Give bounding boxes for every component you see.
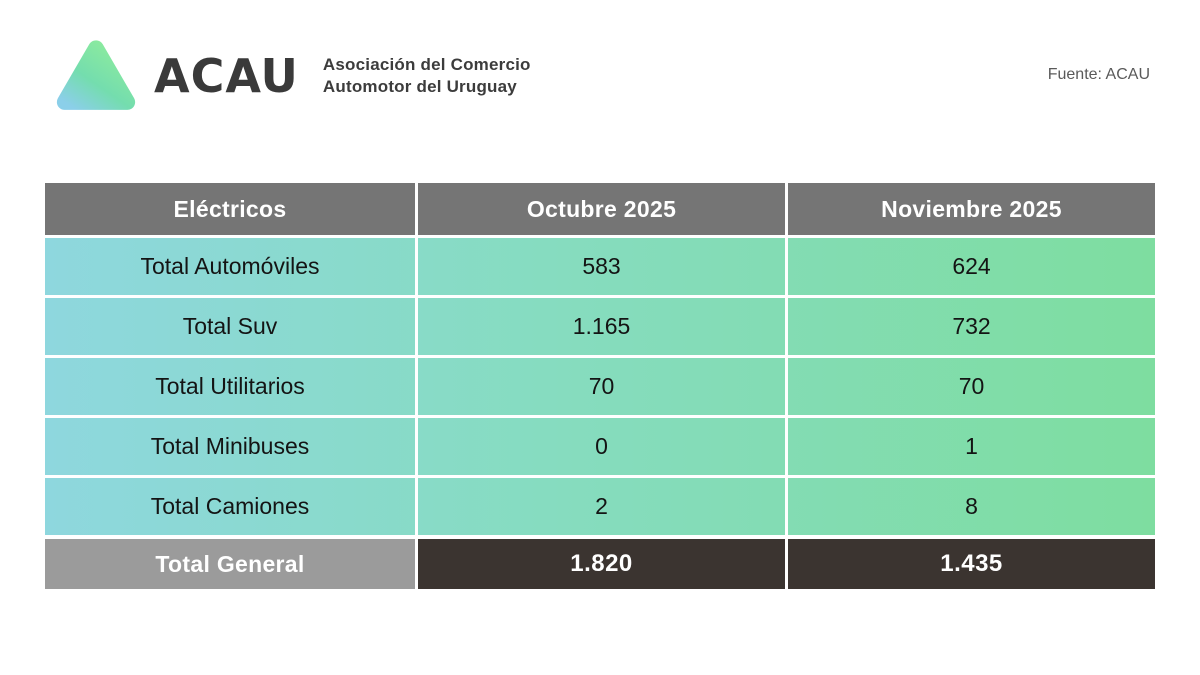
brand-header: ACAU Asociación del Comercio Automotor d… <box>52 36 531 116</box>
row-label: Total Minibuses <box>150 433 310 459</box>
row-value-noviembre: 8 <box>785 478 1155 535</box>
row-label: Total Utilitarios <box>155 373 305 399</box>
row-value-noviembre: 732 <box>785 298 1155 355</box>
table-row-minibuses: Total Minibuses 0 1 <box>45 418 1155 475</box>
row-value-octubre: 583 <box>415 238 785 295</box>
row-value-octubre: 2 <box>415 478 785 535</box>
row-value-noviembre: 1 <box>785 418 1155 475</box>
brand-tagline-line1: Asociación del Comercio <box>322 54 531 74</box>
header-cell-noviembre: Noviembre 2025 <box>785 183 1155 235</box>
table-row-automoviles: Total Automóviles 583 624 <box>45 238 1155 295</box>
brand-name: ACAU <box>154 49 299 103</box>
row-value-octubre: 1.165 <box>415 298 785 355</box>
row-label: Total Automóviles <box>140 253 320 279</box>
brand-tagline-line2: Automotor del Uruguay <box>322 77 517 96</box>
total-label: Total General <box>45 539 415 589</box>
table-row-camiones: Total Camiones 2 8 <box>45 478 1155 535</box>
total-value-noviembre: 1.435 <box>785 539 1155 589</box>
row-label: Total Suv <box>182 313 278 339</box>
table-total-row: Total General 1.820 1.435 <box>45 539 1155 589</box>
brand-tagline: Asociación del Comercio Automotor del Ur… <box>323 54 531 98</box>
header-cell-octubre: Octubre 2025 <box>415 183 785 235</box>
row-value-octubre: 0 <box>415 418 785 475</box>
total-value-octubre: 1.820 <box>415 539 785 589</box>
header-cell-electricos: Eléctricos <box>173 195 287 222</box>
electric-vehicles-table: Eléctricos Octubre 2025 Noviembre 2025 T… <box>45 183 1155 589</box>
row-value-noviembre: 624 <box>785 238 1155 295</box>
source-label: Fuente: ACAU <box>1047 66 1150 83</box>
table-row-suv: Total Suv 1.165 732 <box>45 298 1155 355</box>
table-header-row: Eléctricos Octubre 2025 Noviembre 2025 <box>45 183 1155 235</box>
row-label: Total Camiones <box>150 493 310 519</box>
row-value-noviembre: 70 <box>785 358 1155 415</box>
table-row-utilitarios: Total Utilitarios 70 70 <box>45 358 1155 415</box>
acau-triangle-logo-icon <box>56 40 136 110</box>
row-value-octubre: 70 <box>415 358 785 415</box>
